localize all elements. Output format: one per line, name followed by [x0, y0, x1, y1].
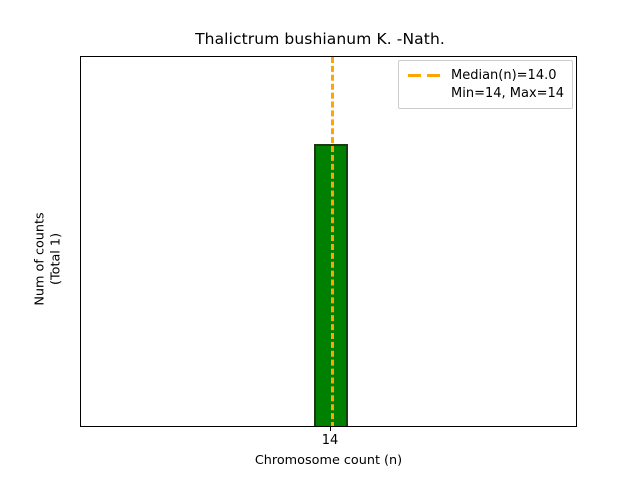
x-tick-mark-14: [330, 427, 331, 431]
legend-dashed-line-icon: [406, 67, 444, 84]
legend-text: Median(n)=14.0 Min=14, Max=14: [451, 67, 564, 102]
y-axis-label-line1: Num of counts: [32, 212, 48, 306]
plot-area: [80, 56, 577, 427]
median-vline: [330, 57, 334, 426]
chart-title: Thalictrum bushianum K. -Nath.: [195, 30, 445, 48]
legend-label-median: Median(n)=14.0: [451, 68, 557, 83]
legend-label-minmax: Min=14, Max=14: [451, 85, 565, 101]
legend: Median(n)=14.0 Min=14, Max=14: [398, 60, 574, 110]
y-axis-label: Num of counts (Total 1): [17, 73, 81, 444]
y-axis-label-line2: (Total 1): [48, 232, 64, 286]
plot-inner: [81, 57, 576, 426]
x-axis-label: Chromosome count (n): [254, 453, 403, 468]
x-tick-label-14: 14: [321, 433, 339, 448]
